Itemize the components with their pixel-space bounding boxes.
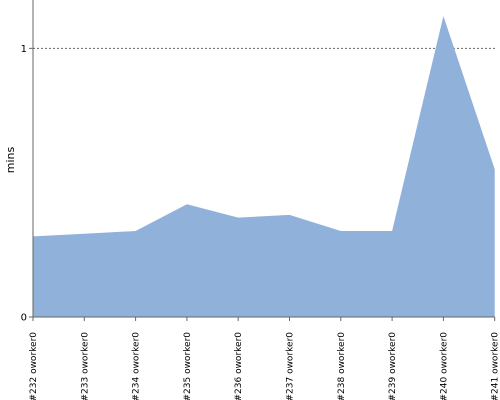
x-tick-label: #236 oworker0 [234, 332, 244, 400]
x-tick-labels: #232 oworker0 #233 oworker0 #234 oworker0 #… [29, 332, 500, 400]
y-tick-labels: 01 [21, 44, 27, 324]
area-series [33, 16, 495, 317]
x-tick-label: #232 oworker0 [29, 332, 39, 400]
x-tick-label: #238 oworker0 [337, 332, 347, 400]
x-tick-label: #233 oworker0 [80, 332, 90, 400]
y-tick-label: 1 [21, 44, 27, 55]
y-axis-title: mins [4, 146, 17, 173]
y-tick-label: 0 [21, 313, 27, 324]
x-tick-label: #240 oworker0 [439, 332, 449, 400]
x-axis [32, 316, 496, 321]
x-tick-label: #241 oworker0 [491, 332, 500, 400]
x-tick-label: #234 oworker0 [132, 332, 142, 400]
x-tick-label: #237 oworker0 [286, 332, 296, 400]
x-tick-label: #239 oworker0 [388, 332, 398, 400]
y-axis [29, 0, 34, 318]
x-tick-label: #235 oworker0 [183, 332, 193, 400]
